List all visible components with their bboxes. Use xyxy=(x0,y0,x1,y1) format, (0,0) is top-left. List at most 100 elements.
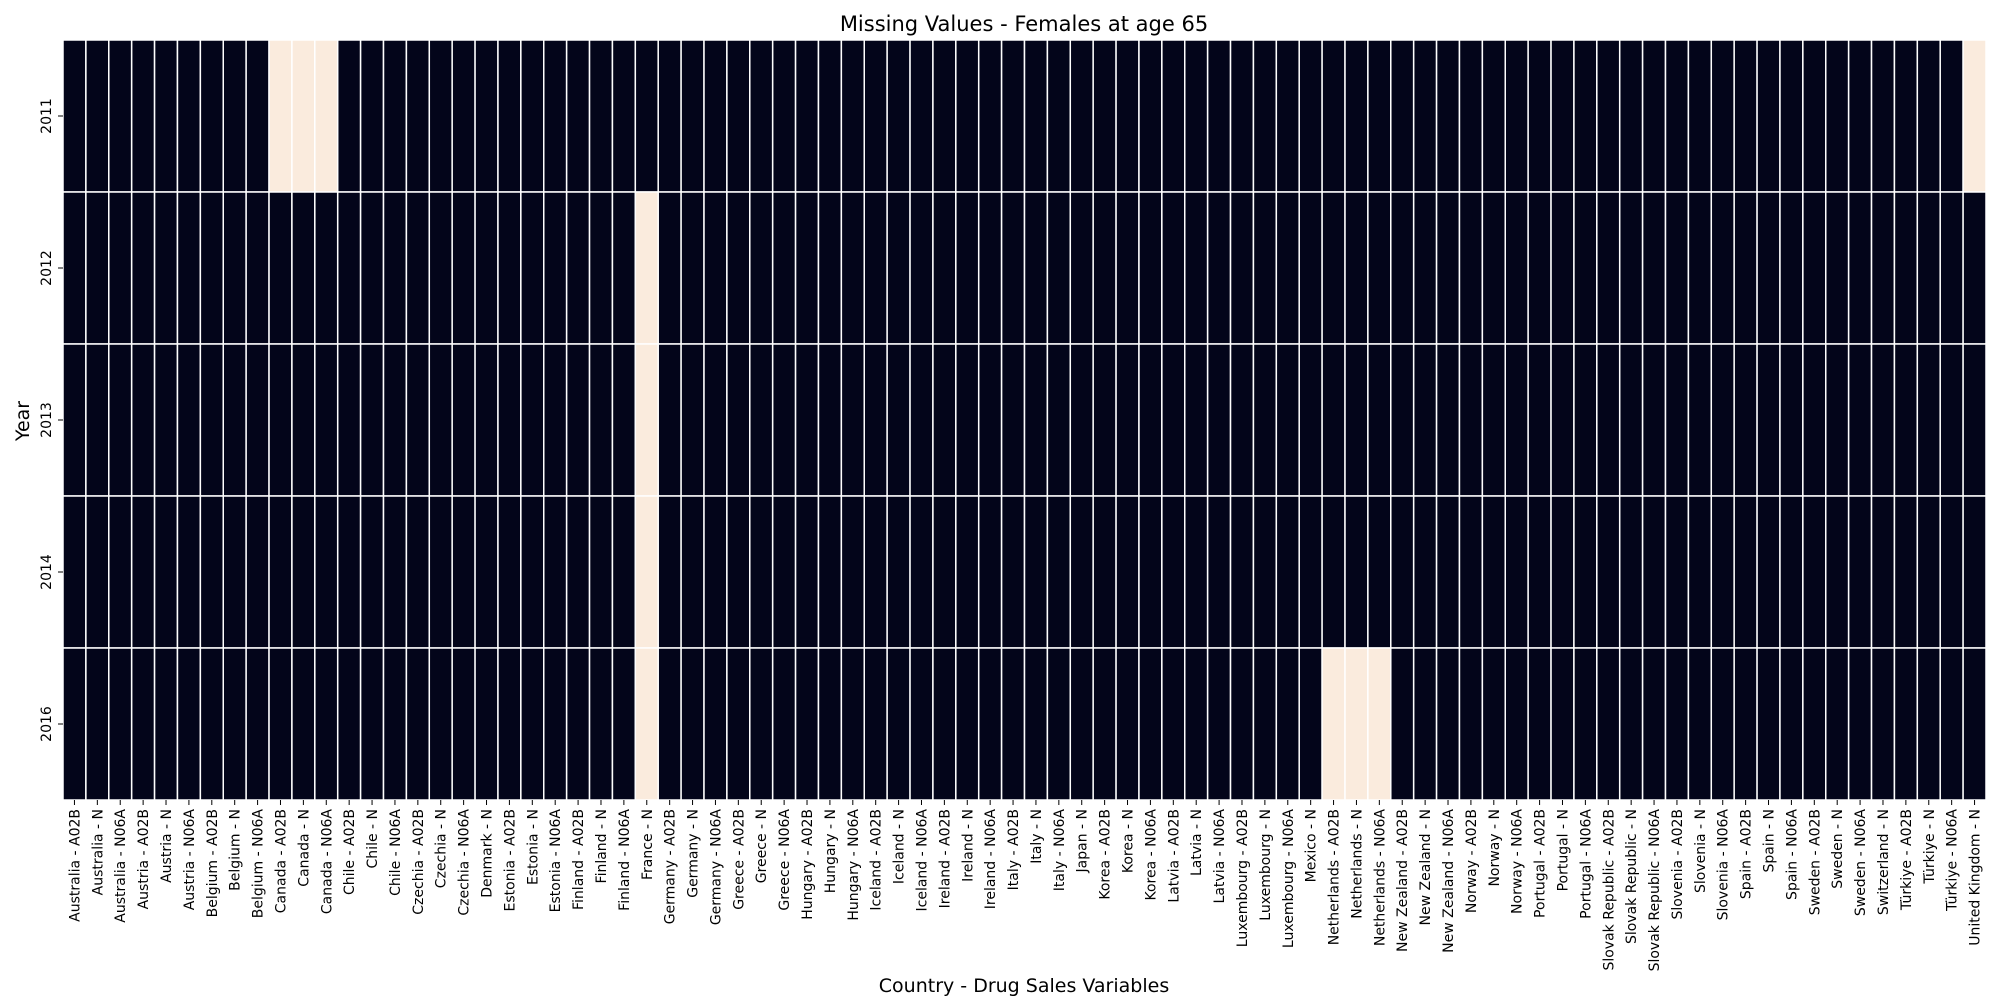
heatmap-cell-2012-slovak-republic-n06a xyxy=(1641,191,1667,345)
heatmap-cell-2013-t-rkiye-n xyxy=(1916,343,1941,497)
heatmap-cell-2014-latvia-a02b xyxy=(1161,495,1186,649)
x-tick-label: Czechia - N xyxy=(434,809,450,888)
heatmap-cell-2016-germany-n xyxy=(680,647,705,801)
heatmap-cell-2011-united-kingdom-n xyxy=(1962,39,1987,193)
y-tick-label: 2016 xyxy=(39,706,55,742)
x-tick-label: Sweden - N xyxy=(1830,809,1846,889)
heatmap-cell-2016-united-kingdom-n xyxy=(1962,647,1987,801)
heatmap-cell-2011-portugal-a02b xyxy=(1527,39,1552,193)
x-tick-label: Korea - A02B xyxy=(1098,809,1114,900)
heatmap-cell-2012-united-kingdom-n xyxy=(1962,191,1987,345)
heatmap-cell-2013-ireland-a02b xyxy=(932,343,957,497)
heatmap-cell-2014-united-kingdom-n xyxy=(1962,495,1987,649)
heatmap-cell-2014-chile-n xyxy=(359,495,385,649)
heatmap-cell-2013-chile-n xyxy=(359,343,385,497)
heatmap-cell-2016-mexico-n xyxy=(1298,647,1323,801)
heatmap-cell-2012-korea-n xyxy=(1115,191,1140,345)
heatmap-cell-2013-spain-n xyxy=(1756,343,1781,497)
heatmap-cell-2013-norway-a02b xyxy=(1458,343,1484,497)
heatmap-cell-2013-united-kingdom-n xyxy=(1962,343,1987,497)
heatmap-cell-2011-switzerland-n xyxy=(1870,39,1896,193)
heatmap-cell-2011-mexico-n xyxy=(1298,39,1323,193)
x-tick-label: Latvia - N xyxy=(1189,809,1205,876)
heatmap-cell-2011-belgium-n xyxy=(222,39,247,193)
heatmap-cell-2011-spain-n06a xyxy=(1779,39,1804,193)
heatmap-cell-2013-austria-a02b xyxy=(130,343,156,497)
heatmap-cell-2011-chile-n xyxy=(359,39,385,193)
heatmap-cell-2013-portugal-n06a xyxy=(1573,343,1598,497)
heatmap-cell-2012-estonia-a02b xyxy=(497,191,522,345)
heatmap-cell-2012-luxembourg-n06a xyxy=(1275,191,1300,345)
heatmap-cell-2014-austria-n06a xyxy=(176,495,202,649)
heatmap-cell-2013-hungary-n06a xyxy=(840,343,865,497)
heatmap-cell-2014-new-zealand-n xyxy=(1412,495,1438,649)
heatmap-cell-2014-hungary-n xyxy=(817,495,843,649)
heatmap-cell-2016-finland-n06a xyxy=(611,647,637,801)
x-tick-label: Australia - N xyxy=(90,809,106,895)
heatmap-cell-2013-slovenia-a02b xyxy=(1664,343,1690,497)
heatmap-cell-2012-chile-a02b xyxy=(336,191,362,345)
heatmap-cell-2013-mexico-n xyxy=(1298,343,1323,497)
heatmap-cell-2012-slovenia-n xyxy=(1687,191,1713,345)
x-tick-label: Iceland - N xyxy=(892,809,908,884)
heatmap-cell-2016-hungary-a02b xyxy=(794,647,820,801)
heatmap-cell-2014-sweden-n06a xyxy=(1847,495,1873,649)
heatmap-cell-2016-finland-a02b xyxy=(565,647,591,801)
heatmap-cell-2016-ireland-a02b xyxy=(932,647,957,801)
heatmap-cell-2011-chile-n06a xyxy=(382,39,408,193)
x-tick-label: Hungary - N xyxy=(823,809,839,893)
heatmap-cell-2014-iceland-n xyxy=(886,495,911,649)
heatmap-cells xyxy=(62,39,1987,801)
heatmap-cell-2016-austria-n xyxy=(153,647,179,801)
heatmap-cell-2016-estonia-n06a xyxy=(543,647,568,801)
heatmap-cell-2013-new-zealand-n xyxy=(1412,343,1438,497)
heatmap-cell-2016-finland-n xyxy=(588,647,614,801)
heatmap-cell-2012-italy-a02b xyxy=(1000,191,1026,345)
heatmap-cell-2014-norway-n xyxy=(1481,495,1507,649)
x-tick-label: Slovak Republic - A02B xyxy=(1601,809,1617,971)
x-tick-label: Mexico - N xyxy=(1304,809,1320,882)
heatmap-cell-2011-spain-n xyxy=(1756,39,1781,193)
heatmap-cell-2011-germany-n06a xyxy=(703,39,728,193)
heatmap-cell-2016-australia-a02b xyxy=(62,647,87,801)
x-tick-label: Korea - N xyxy=(1121,809,1137,873)
heatmap-cell-2016-canada-n xyxy=(291,647,316,801)
heatmap-cell-2011-new-zealand-a02b xyxy=(1390,39,1415,193)
heatmap-cell-2013-latvia-a02b xyxy=(1161,343,1186,497)
heatmap-cell-2011-luxembourg-n xyxy=(1252,39,1278,193)
heatmap-cell-2014-new-zealand-a02b xyxy=(1390,495,1415,649)
heatmap-cell-2016-luxembourg-n06a xyxy=(1275,647,1300,801)
heatmap-cell-2011-t-rkiye-n xyxy=(1916,39,1941,193)
heatmap-cell-2011-australia-n06a xyxy=(108,39,133,193)
heatmap-cell-2011-ireland-a02b xyxy=(932,39,957,193)
heatmap-cell-2014-austria-n xyxy=(153,495,179,649)
heatmap-cell-2014-ireland-n xyxy=(955,495,980,649)
heatmap-cell-2012-italy-n xyxy=(1023,191,1049,345)
heatmap-cell-2013-canada-n xyxy=(291,343,316,497)
x-tick-label: Austria - N06A xyxy=(182,809,198,911)
heatmap-cell-2013-ireland-n06a xyxy=(977,343,1003,497)
heatmap-cell-2012-korea-a02b xyxy=(1092,191,1117,345)
x-tick-label: Türkiye - N xyxy=(1922,809,1938,885)
heatmap-cell-2012-latvia-n xyxy=(1184,191,1209,345)
x-tick-label: Luxembourg - N06A xyxy=(1281,809,1297,948)
heatmap-cell-2012-finland-n xyxy=(588,191,614,345)
heatmap-cell-2011-ireland-n xyxy=(955,39,980,193)
heatmap-cell-2012-hungary-n06a xyxy=(840,191,865,345)
heatmap-cell-2011-finland-n06a xyxy=(611,39,637,193)
y-tick-label: 2011 xyxy=(39,98,55,134)
heatmap-cell-2014-czechia-n06a xyxy=(451,495,476,649)
heatmap-cell-2012-t-rkiye-n06a xyxy=(1939,191,1964,345)
heatmap-cell-2014-chile-a02b xyxy=(336,495,362,649)
heatmap-cell-2011-iceland-a02b xyxy=(863,39,888,193)
heatmap-cell-2011-hungary-n xyxy=(817,39,843,193)
heatmap-cell-2013-canada-n06a xyxy=(314,343,339,497)
heatmap-cell-2014-australia-n06a xyxy=(108,495,133,649)
heatmap-cell-2011-austria-a02b xyxy=(130,39,156,193)
heatmap-cell-2012-austria-n xyxy=(153,191,179,345)
x-tick-label: Australia - N06A xyxy=(113,809,129,923)
heatmap-cell-2014-ireland-n06a xyxy=(977,495,1003,649)
heatmap-cell-2011-belgium-n06a xyxy=(245,39,270,193)
x-tick-label: Belgium - A02B xyxy=(205,809,221,917)
heatmap-cell-2016-latvia-a02b xyxy=(1161,647,1186,801)
